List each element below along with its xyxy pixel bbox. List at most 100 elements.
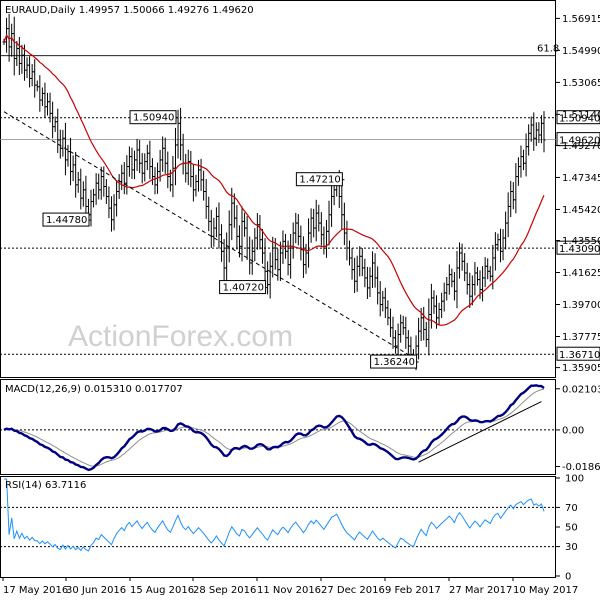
ohlc-bar [406,330,410,354]
ohlc-bar [358,246,362,277]
price-annotation: 1.40720 [219,280,268,295]
ohlc-bar [534,122,538,146]
ohlc-bar [135,138,139,171]
macd-line [3,384,545,472]
ohlc-bar [432,290,436,314]
ohlc-bar [117,174,121,199]
ohlc-bar [30,64,34,87]
level-box [556,346,600,361]
ohlc-bar [92,188,96,208]
ohlc-bar [539,115,543,144]
ohlc-bar [455,250,459,309]
ohlc-bar [104,179,108,204]
ohlc-bar [363,258,367,288]
ohlc-bar [145,144,149,171]
ohlc-bar [506,192,510,238]
ohlc-bar [81,181,85,207]
ohlc-bar [319,212,323,246]
ohlc-bar [214,207,218,238]
ohlc-bar [486,258,490,280]
macd-ytick-label: 0.021032 [562,384,600,395]
ohlc-bar [396,323,400,358]
ohlc-bar [381,290,385,312]
rsi-ytick-label: 70 [565,503,578,514]
ohlc-bar [243,212,247,237]
ohlc-bar [391,316,395,349]
svg-text:1.36240: 1.36240 [374,357,415,368]
ohlc-bar [260,228,264,264]
ohlc-bar [463,253,467,282]
ohlc-bar [40,87,44,107]
ohlc-bar [189,150,193,188]
ohlc-bar [450,268,454,288]
ohlc-bar [140,153,144,184]
ohlc-bar [89,189,93,227]
ohlc-bar [445,276,449,301]
ohlc-bar [191,164,195,202]
ohlc-bar [76,171,80,193]
ohlc-bar [107,186,111,219]
ohlc-bar [452,271,456,301]
ohlc-bar [53,116,57,132]
ohlc-bar [442,282,446,312]
ohlc-bar [66,144,70,167]
rsi-panel-frame [0,476,556,578]
ohlc-bar [163,137,167,174]
ohlc-bar [207,196,211,232]
ohlc-bar [399,314,403,343]
ohlc-bar [171,155,175,198]
ohlc-bar [504,211,508,250]
ohlc-bar [38,75,42,112]
ohlc-bar [69,137,73,186]
ohlc-bar [263,238,267,287]
xtick-label: 27 Dec 2016 [321,585,385,596]
ohlc-bar [350,247,354,280]
ohlc-bar [307,218,311,268]
price-ytick-label: 1.56915 [562,14,600,25]
ohlc-bar [278,241,282,281]
ohlc-bar [240,206,244,262]
ohlc-bar [28,56,32,88]
ohlc-bar [427,298,431,356]
ohlc-bar [79,168,83,210]
macd-ytick-label: -0.018699 [562,462,600,473]
xtick-label: 15 Aug 2016 [130,585,194,596]
ohlc-bar [324,219,328,258]
ohlc-bar [204,179,208,219]
ohlc-bar [509,180,513,218]
ohlc-bar [317,204,321,232]
rsi-ytick-label: 0 [565,572,571,583]
ohlc-bar [371,251,375,288]
ohlc-bar [253,228,257,262]
ohlc-bar [388,308,392,338]
price-ytick-label: 1.53065 [562,78,600,89]
ohlc-bar [501,229,505,261]
price-ytick-label: 1.37775 [562,332,600,343]
ohlc-bar [258,215,262,250]
price-ytick-label: 1.47345 [562,173,600,184]
ohlc-bar [447,264,451,295]
ohlc-bar [360,248,364,277]
ohlc-bar [511,182,515,210]
ohlc-bar [51,101,55,139]
ohlc-bar [125,155,129,195]
xtick-label: 17 May 2016 [3,585,68,596]
ohlc-bar [301,236,305,278]
ohlc-bar [58,129,62,159]
ohlc-bar [186,149,190,186]
ohlc-bar [394,330,398,354]
ohlc-bar [143,153,147,182]
macd-panel-frame [0,379,556,475]
ohlc-bar [227,210,231,263]
ohlc-bar [481,266,485,302]
ohlc-bar [109,196,113,232]
ohlc-bar [112,194,116,231]
ohlc-bar [368,267,372,298]
ohlc-bar [281,230,285,264]
ohlc-bar [473,262,477,296]
ohlc-bar [12,16,16,76]
ohlc-bar [266,261,270,295]
xtick-label: 27 Mar 2017 [449,585,512,596]
ohlc-bar [235,205,239,250]
ohlc-bar [35,80,39,92]
